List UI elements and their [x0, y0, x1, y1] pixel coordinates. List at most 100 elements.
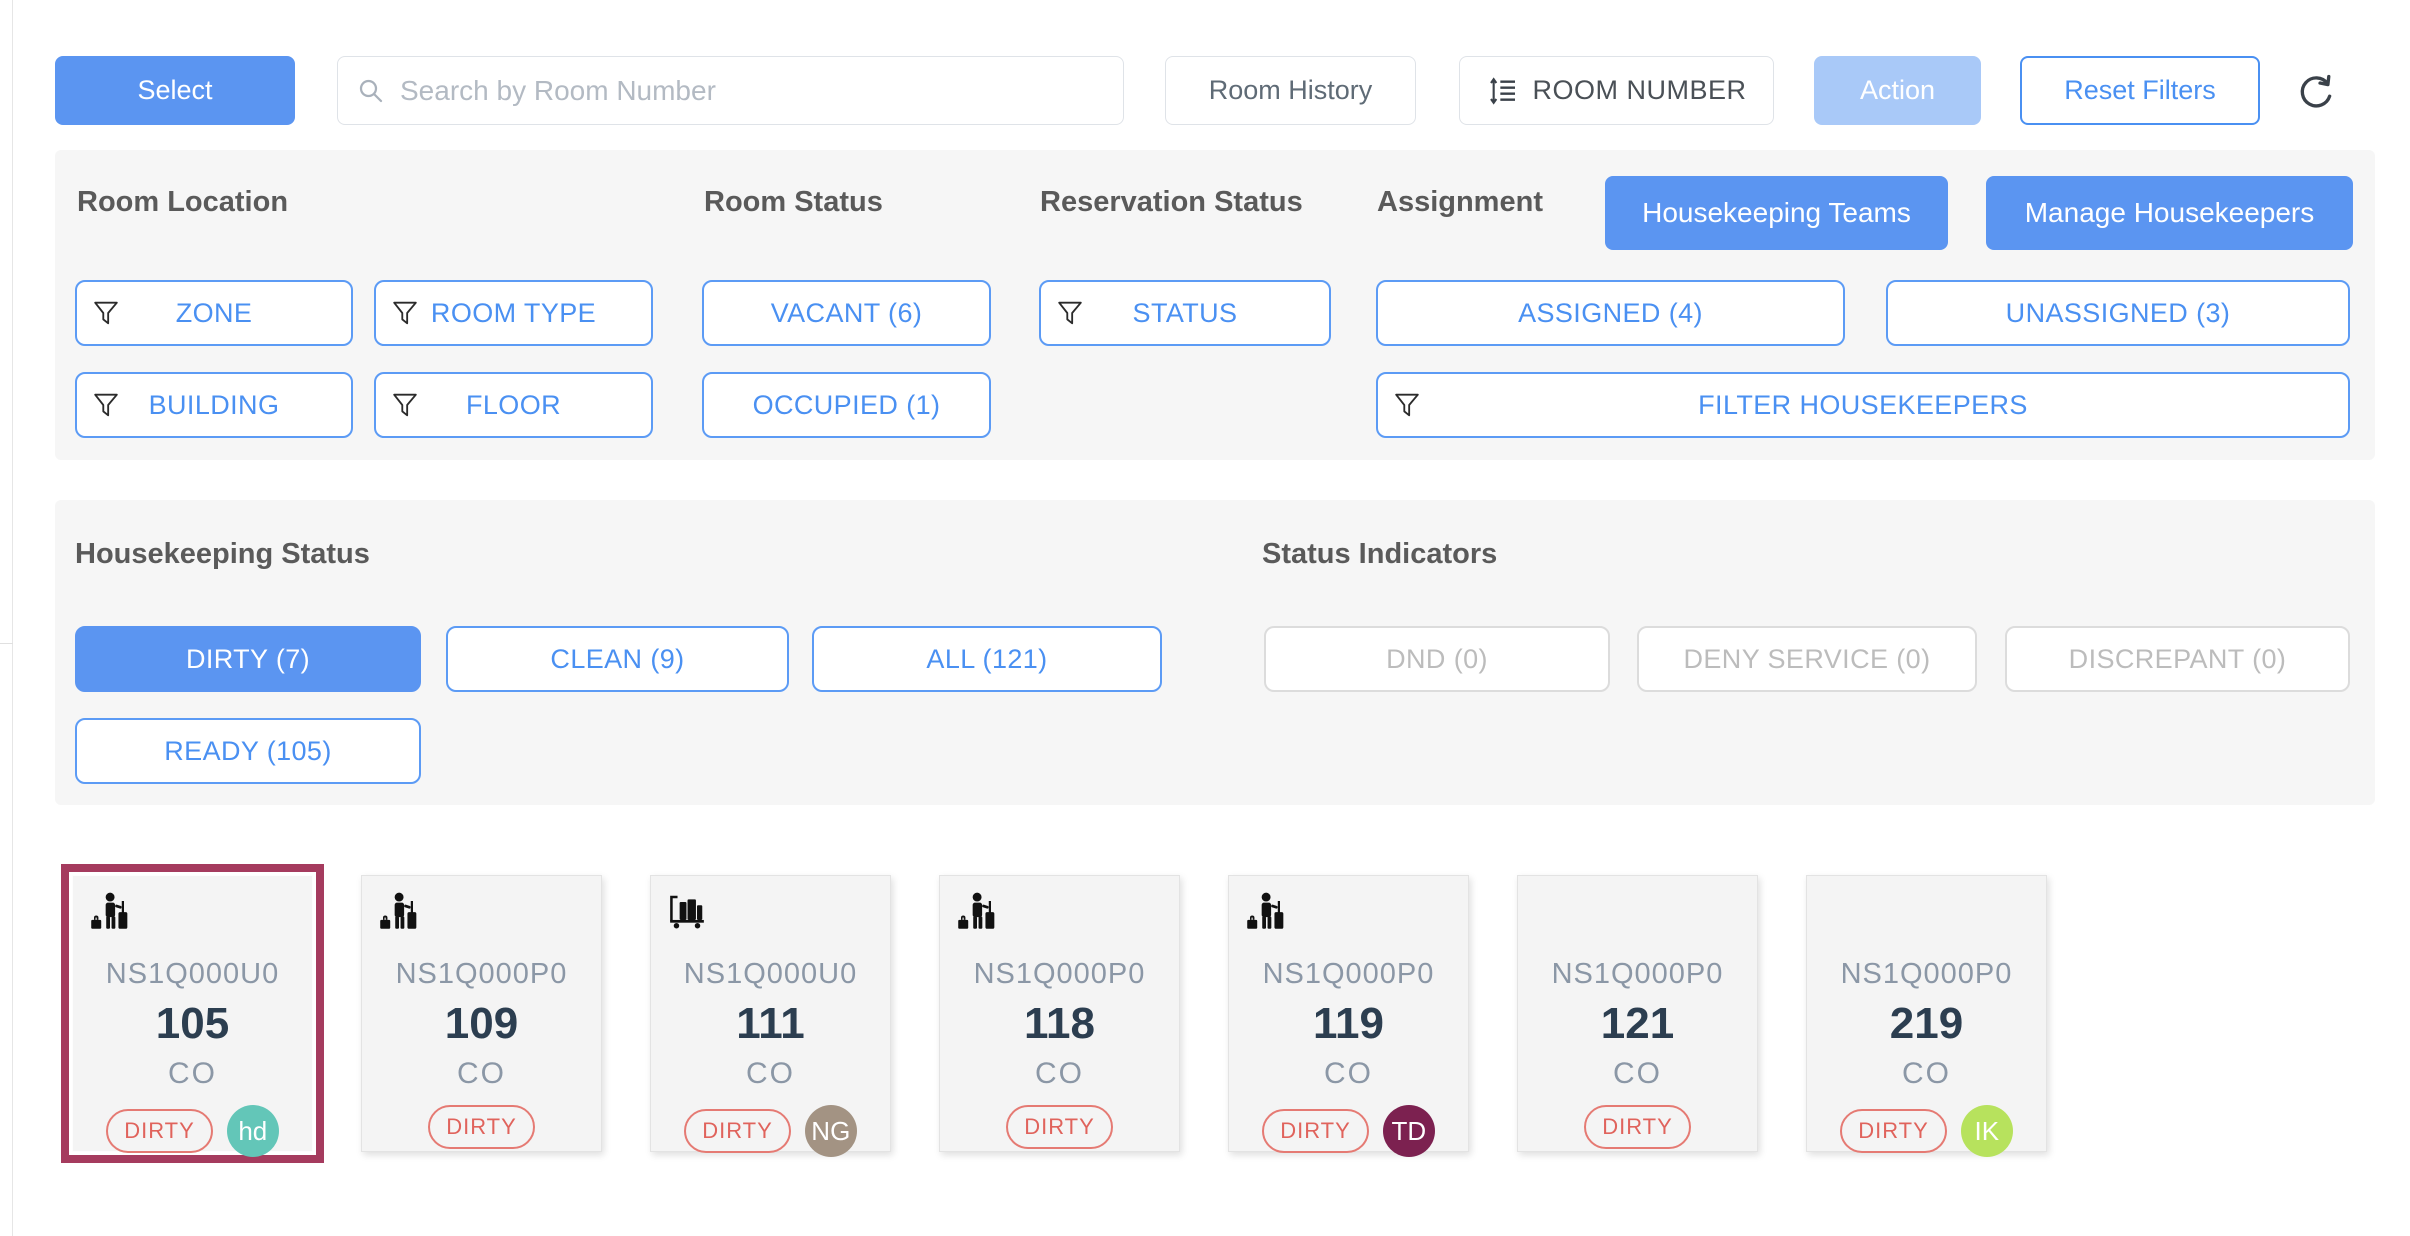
room-card[interactable]: NS1Q000P0 109 CO DIRTY: [361, 875, 602, 1152]
status-indicators-title: Status Indicators: [1262, 538, 1498, 570]
room-number: 119: [1313, 999, 1384, 1048]
building-filter-label: BUILDING: [148, 389, 280, 420]
badge-row: DIRTY TD: [1262, 1105, 1435, 1157]
badge-row: DIRTY IK: [1840, 1105, 2013, 1157]
room-cards-row: NS1Q000U0 105 CO DIRTY hd NS1Q000P0 109 …: [72, 875, 2047, 1157]
badge-row: DIRTY hd: [106, 1105, 279, 1157]
select-button[interactable]: Select: [55, 56, 295, 125]
deny-service-indicator-button[interactable]: DENY SERVICE (0): [1637, 626, 1977, 692]
room-type-code: NS1Q000P0: [1551, 958, 1724, 990]
badge-row: DIRTY: [428, 1105, 535, 1149]
room-card[interactable]: NS1Q000P0 219 CO DIRTY IK: [1806, 875, 2047, 1157]
reset-filters-button[interactable]: Reset Filters: [2020, 56, 2260, 125]
room-number: 105: [155, 999, 230, 1048]
room-type-code: NS1Q000P0: [1262, 958, 1435, 990]
search-icon: [359, 79, 383, 102]
badge-row: DIRTY NG: [684, 1105, 857, 1157]
badge-row: DIRTY: [1006, 1105, 1113, 1149]
luggage-cart-icon: [670, 895, 704, 929]
manage-housekeepers-button[interactable]: Manage Housekeepers: [1986, 176, 2353, 250]
zone-filter-label: ZONE: [175, 297, 253, 328]
room-type-code: NS1Q000U0: [105, 958, 280, 990]
room-card[interactable]: NS1Q000U0 105 CO DIRTY hd: [72, 875, 313, 1157]
housekeeper-badge: hd: [226, 1105, 279, 1157]
guest-with-luggage-icon: [1247, 892, 1284, 929]
reservation-status-code: CO: [1324, 1057, 1373, 1090]
reservation-status-code: CO: [168, 1057, 217, 1090]
guest-with-luggage-icon: [958, 892, 995, 929]
reservation-status-code: CO: [457, 1057, 506, 1090]
room-number: 121: [1600, 999, 1675, 1048]
room-type-filter-button[interactable]: ROOM TYPE: [374, 280, 653, 346]
building-filter-button[interactable]: BUILDING: [75, 372, 353, 438]
status-filter-button[interactable]: STATUS: [1039, 280, 1331, 346]
room-number: 219: [1889, 999, 1964, 1048]
badge-row: DIRTY: [1584, 1105, 1691, 1149]
filter-funnel-icon: [1395, 393, 1419, 417]
housekeeping-status-panel: Housekeeping Status Status Indicators DI…: [55, 500, 2375, 805]
filter-housekeepers-button[interactable]: FILTER HOUSEKEEPERS: [1376, 372, 2350, 438]
search-input[interactable]: [398, 73, 1105, 108]
room-status-title: Room Status: [704, 186, 883, 218]
housekeeping-teams-button[interactable]: Housekeeping Teams: [1605, 176, 1948, 250]
housekeeping-status-badge: DIRTY: [1262, 1109, 1369, 1153]
dirty-filter-button[interactable]: DIRTY (7): [75, 626, 421, 692]
assigned-filter-button[interactable]: ASSIGNED (4): [1376, 280, 1845, 346]
room-type-code: NS1Q000P0: [1840, 958, 2013, 990]
all-filter-button[interactable]: ALL (121): [812, 626, 1162, 692]
housekeeping-status-title: Housekeeping Status: [75, 538, 370, 570]
unassigned-filter-button[interactable]: UNASSIGNED (3): [1886, 280, 2350, 346]
filter-funnel-icon: [393, 393, 417, 417]
housekeeping-status-badge: DIRTY: [428, 1105, 535, 1149]
reservation-status-code: CO: [1902, 1057, 1951, 1090]
filter-funnel-icon: [94, 301, 118, 325]
sidebar-edge-divider: [12, 0, 13, 1236]
floor-filter-button[interactable]: FLOOR: [374, 372, 653, 438]
housekeeper-badge: TD: [1382, 1105, 1435, 1157]
room-card[interactable]: NS1Q000P0 118 CO DIRTY: [939, 875, 1180, 1152]
action-button[interactable]: Action: [1814, 56, 1981, 125]
sort-icon: [1489, 76, 1515, 105]
room-card[interactable]: NS1Q000U0 111 CO DIRTY NG: [650, 875, 891, 1157]
sidebar-tick-divider: [0, 643, 13, 644]
reservation-status-code: CO: [746, 1057, 795, 1090]
housekeeping-status-badge: DIRTY: [1584, 1105, 1691, 1149]
discrepant-indicator-button[interactable]: DISCREPANT (0): [2005, 626, 2350, 692]
room-card[interactable]: NS1Q000P0 121 CO DIRTY: [1517, 875, 1758, 1152]
room-type-code: NS1Q000P0: [973, 958, 1146, 990]
room-number: 109: [444, 999, 519, 1048]
room-history-button[interactable]: Room History: [1165, 56, 1416, 125]
room-search[interactable]: [337, 56, 1124, 125]
room-location-title: Room Location: [77, 186, 289, 218]
refresh-icon: [2300, 74, 2332, 108]
filter-funnel-icon: [393, 301, 417, 325]
housekeeping-status-badge: DIRTY: [684, 1109, 791, 1153]
ready-filter-button[interactable]: READY (105): [75, 718, 421, 784]
filter-housekeepers-label: FILTER HOUSEKEEPERS: [1698, 389, 2028, 420]
room-number: 118: [1024, 999, 1095, 1048]
vacant-filter-button[interactable]: VACANT (6): [702, 280, 991, 346]
zone-filter-button[interactable]: ZONE: [75, 280, 353, 346]
refresh-button[interactable]: [2293, 70, 2339, 116]
occupied-filter-button[interactable]: OCCUPIED (1): [702, 372, 991, 438]
room-number: 111: [736, 999, 805, 1048]
housekeeping-status-badge: DIRTY: [1840, 1109, 1947, 1153]
sort-by-label: ROOM NUMBER: [1532, 75, 1747, 105]
room-type-filter-label: ROOM TYPE: [430, 297, 597, 328]
housekeeper-badge: IK: [1960, 1105, 2013, 1157]
reservation-status-code: CO: [1613, 1057, 1662, 1090]
room-type-code: NS1Q000U0: [683, 958, 858, 990]
filters-panel: Room Location Room Status Reservation St…: [55, 150, 2375, 460]
floor-filter-label: FLOOR: [465, 389, 561, 420]
sort-by-button[interactable]: ROOM NUMBER: [1459, 56, 1774, 125]
reservation-status-title: Reservation Status: [1040, 186, 1303, 218]
dnd-indicator-button[interactable]: DND (0): [1264, 626, 1610, 692]
filter-funnel-icon: [1058, 301, 1082, 325]
filter-funnel-icon: [94, 393, 118, 417]
clean-filter-button[interactable]: CLEAN (9): [446, 626, 789, 692]
room-type-code: NS1Q000P0: [395, 958, 568, 990]
housekeeper-badge: NG: [804, 1105, 857, 1157]
guest-with-luggage-icon: [380, 892, 417, 929]
room-card[interactable]: NS1Q000P0 119 CO DIRTY TD: [1228, 875, 1469, 1157]
guest-with-luggage-icon: [91, 892, 128, 929]
